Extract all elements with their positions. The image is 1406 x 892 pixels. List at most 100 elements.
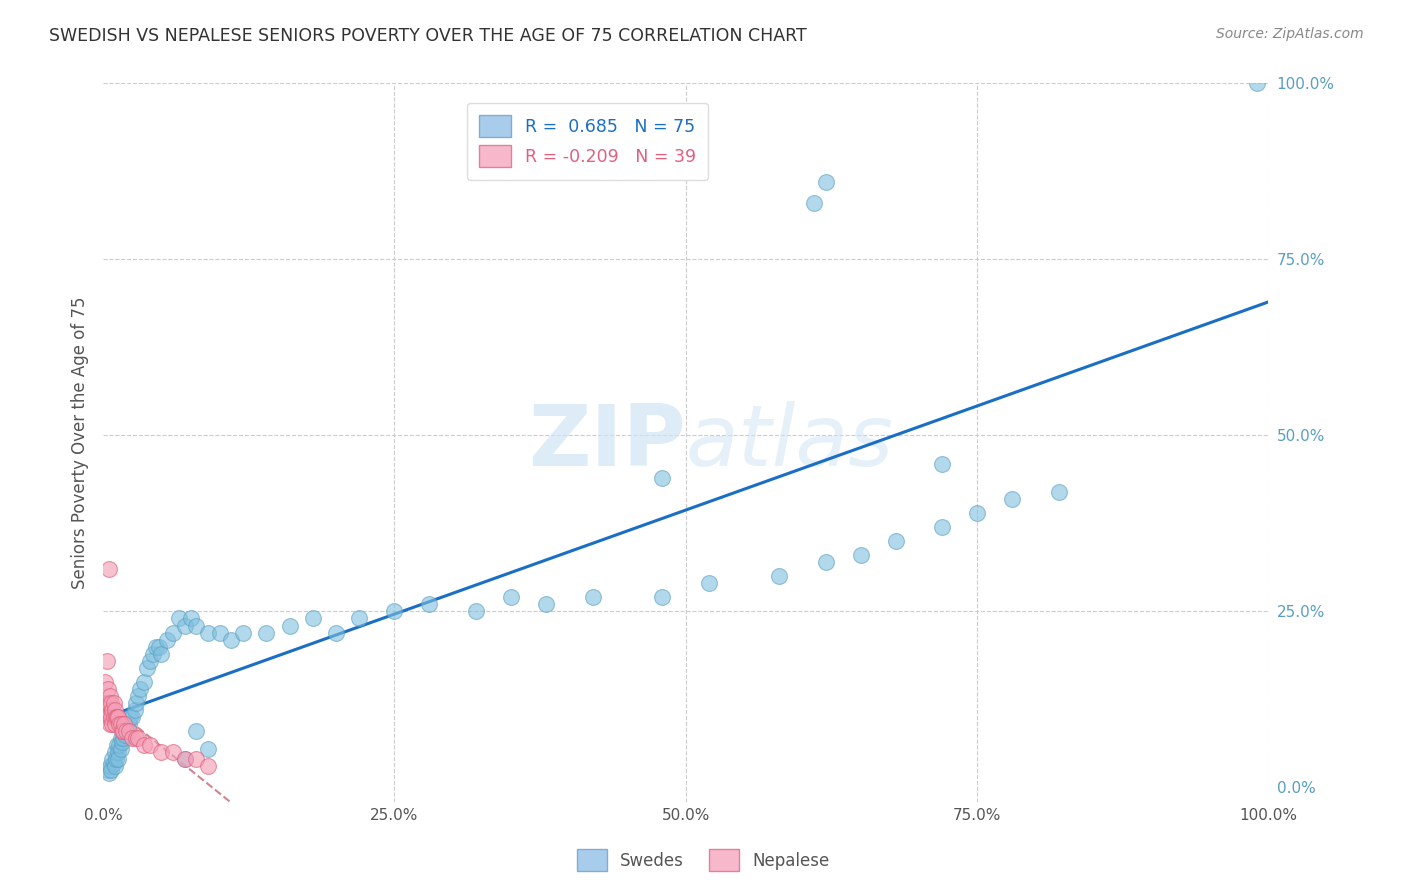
Point [150, 647, 173, 661]
Point [97, 763, 120, 777]
Point [101, 717, 124, 731]
Point [111, 724, 134, 739]
Point [132, 674, 155, 689]
Point [167, 611, 190, 625]
Point [97, 681, 120, 696]
Point [150, 745, 173, 759]
Point [136, 661, 159, 675]
Point [98, 717, 121, 731]
Point [132, 738, 155, 752]
Point [121, 710, 143, 724]
Point [278, 618, 301, 632]
Text: SWEDISH VS NEPALESE SENIORS POVERTY OVER THE AGE OF 75 CORRELATION CHART: SWEDISH VS NEPALESE SENIORS POVERTY OVER… [49, 27, 807, 45]
Point [105, 710, 128, 724]
Point [127, 731, 149, 746]
Point [103, 696, 125, 710]
Point [180, 611, 202, 625]
Point [112, 724, 135, 739]
Point [125, 696, 148, 710]
Point [931, 457, 953, 471]
Point [768, 569, 790, 583]
Point [127, 689, 149, 703]
Point [581, 591, 603, 605]
Point [173, 618, 195, 632]
Point [114, 728, 136, 742]
Point [156, 632, 179, 647]
Point [534, 598, 557, 612]
Text: ZIP: ZIP [529, 401, 686, 484]
Point [197, 759, 219, 773]
Point [107, 710, 129, 724]
Point [104, 717, 127, 731]
Point [173, 752, 195, 766]
Point [302, 611, 325, 625]
Point [97, 562, 120, 576]
Point [118, 717, 141, 731]
Point [111, 731, 134, 746]
Point [814, 175, 837, 189]
Point [124, 703, 146, 717]
Text: atlas: atlas [686, 401, 894, 484]
Point [465, 112, 488, 126]
Point [93, 696, 115, 710]
Point [110, 731, 132, 746]
Point [162, 625, 184, 640]
Point [499, 591, 522, 605]
Point [97, 766, 120, 780]
Point [101, 752, 124, 766]
Point [418, 598, 440, 612]
Point [118, 724, 141, 739]
Point [232, 625, 254, 640]
Point [98, 689, 121, 703]
Point [803, 196, 825, 211]
Legend: Swedes, Nepalese: Swedes, Nepalese [568, 841, 838, 880]
Point [121, 731, 143, 746]
Point [103, 710, 125, 724]
Point [173, 752, 195, 766]
Point [197, 625, 219, 640]
Point [884, 534, 907, 549]
Point [112, 717, 135, 731]
Point [697, 576, 720, 591]
Point [186, 618, 208, 632]
Point [107, 745, 129, 759]
Point [111, 734, 134, 748]
Point [651, 471, 673, 485]
Point [98, 759, 121, 773]
Point [139, 738, 162, 752]
Point [221, 632, 243, 647]
Point [108, 738, 131, 752]
Point [349, 611, 371, 625]
Point [145, 640, 167, 654]
Point [1047, 484, 1070, 499]
Point [97, 696, 120, 710]
Point [186, 752, 208, 766]
Point [325, 625, 347, 640]
Point [118, 710, 141, 724]
Point [108, 717, 131, 731]
Point [849, 548, 872, 562]
Point [117, 721, 139, 735]
Point [1001, 491, 1024, 506]
Y-axis label: Seniors Poverty Over the Age of 75: Seniors Poverty Over the Age of 75 [72, 296, 89, 589]
Point [125, 731, 148, 746]
Point [814, 555, 837, 569]
Point [110, 717, 132, 731]
Point [651, 591, 673, 605]
Point [208, 625, 231, 640]
Point [100, 696, 122, 710]
Point [465, 604, 488, 618]
Point [115, 724, 138, 739]
Point [100, 710, 122, 724]
Point [115, 717, 138, 731]
Point [94, 674, 117, 689]
Point [931, 520, 953, 534]
Point [129, 681, 152, 696]
Point [104, 710, 127, 724]
Point [139, 654, 162, 668]
Point [966, 506, 988, 520]
Point [107, 752, 129, 766]
Point [104, 759, 127, 773]
Point [384, 604, 406, 618]
Legend: R =  0.685   N = 75, R = -0.209   N = 39: R = 0.685 N = 75, R = -0.209 N = 39 [467, 103, 707, 179]
